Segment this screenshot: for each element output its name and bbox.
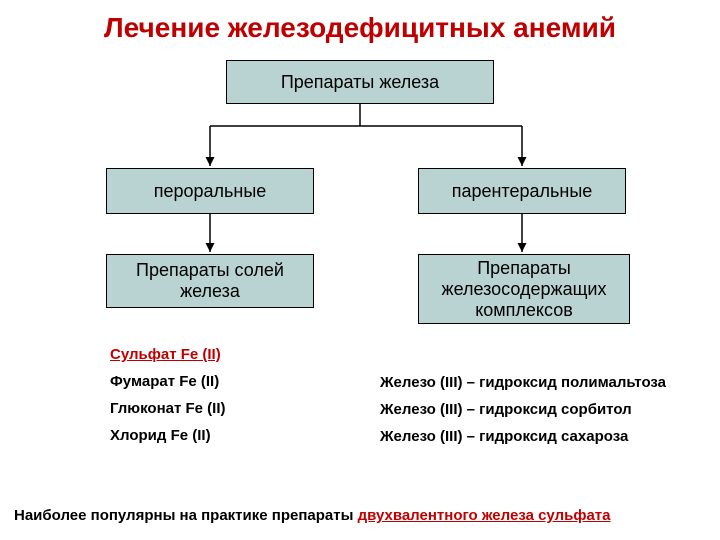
- right-list: Железо (III) – гидроксид полимальтоза Жел…: [380, 374, 700, 455]
- footer-highlight: двухвалентного железа сульфата: [358, 507, 611, 524]
- left-list: Сульфат Fe (II) Фумарат Fe (II) Глюконат F…: [110, 346, 225, 454]
- list-item: Сульфат Fe (II): [110, 346, 225, 363]
- list-item: Железо (III) – гидроксид сахароза: [380, 428, 700, 445]
- list-item: Железо (III) – гидроксид сорбитол: [380, 401, 700, 418]
- box-root: Препараты железа: [226, 60, 494, 104]
- list-item: Железо (III) – гидроксид полимальтоза: [380, 374, 700, 391]
- footer-plain: Наиболее популярны на практике препараты: [14, 507, 358, 524]
- box-left1: пероральные: [106, 168, 314, 214]
- slide-title: Лечение железодефицитных анемий: [0, 12, 720, 44]
- footer-note: Наиболее популярны на практике препараты…: [14, 507, 706, 524]
- list-item: Глюконат Fe (II): [110, 400, 225, 417]
- list-item: Хлорид Fe (II): [110, 427, 225, 444]
- list-item: Фумарат Fe (II): [110, 373, 225, 390]
- box-right1: парентеральные: [418, 168, 626, 214]
- box-left2: Препараты солей железа: [106, 254, 314, 308]
- slide: Лечение железодефицитных анемий Препарат…: [0, 0, 720, 540]
- box-right2: Препараты железосодержащих комплексов: [418, 254, 630, 324]
